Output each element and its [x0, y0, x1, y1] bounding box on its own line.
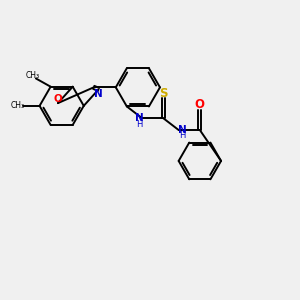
Text: O: O: [54, 94, 62, 104]
Text: H: H: [179, 131, 185, 140]
Text: N: N: [178, 125, 187, 135]
Text: CH₃: CH₃: [11, 101, 25, 110]
Text: H: H: [136, 120, 143, 129]
Text: N: N: [94, 88, 103, 98]
Text: N: N: [135, 113, 144, 123]
Text: O: O: [195, 98, 205, 112]
Text: CH₃: CH₃: [25, 71, 39, 80]
Text: S: S: [159, 87, 168, 100]
